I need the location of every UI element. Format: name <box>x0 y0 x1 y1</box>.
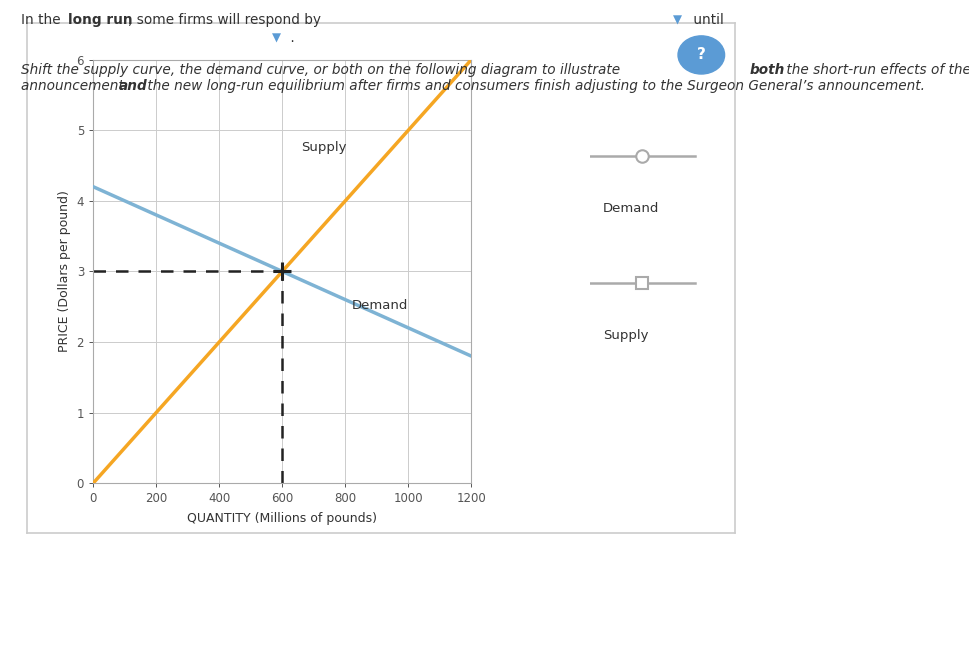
Text: and: and <box>118 79 147 93</box>
Text: both: both <box>749 62 784 77</box>
Text: In the: In the <box>21 13 65 27</box>
Text: announcement: announcement <box>21 79 128 93</box>
Text: Supply: Supply <box>300 142 346 154</box>
Text: until: until <box>688 13 723 27</box>
Text: Supply: Supply <box>602 329 647 342</box>
Text: the new long-run equilibrium after firms and consumers finish adjusting to the S: the new long-run equilibrium after firms… <box>142 79 923 93</box>
Text: ▼: ▼ <box>672 13 681 26</box>
Text: Demand: Demand <box>351 299 408 312</box>
Y-axis label: PRICE (Dollars per pound): PRICE (Dollars per pound) <box>58 191 71 352</box>
Text: Shift the supply curve, the demand curve, or both on the following diagram to il: Shift the supply curve, the demand curve… <box>21 62 624 77</box>
Text: the short-run effects of the Surgeon General’s: the short-run effects of the Surgeon Gen… <box>781 62 969 77</box>
Text: long run: long run <box>68 13 133 27</box>
X-axis label: QUANTITY (Millions of pounds): QUANTITY (Millions of pounds) <box>187 512 377 525</box>
Circle shape <box>677 36 724 74</box>
Text: Demand: Demand <box>602 202 659 215</box>
Text: ▼: ▼ <box>271 32 280 45</box>
Text: .: . <box>286 31 295 46</box>
Text: , some firms will respond by: , some firms will respond by <box>128 13 321 27</box>
Text: ?: ? <box>696 48 705 62</box>
